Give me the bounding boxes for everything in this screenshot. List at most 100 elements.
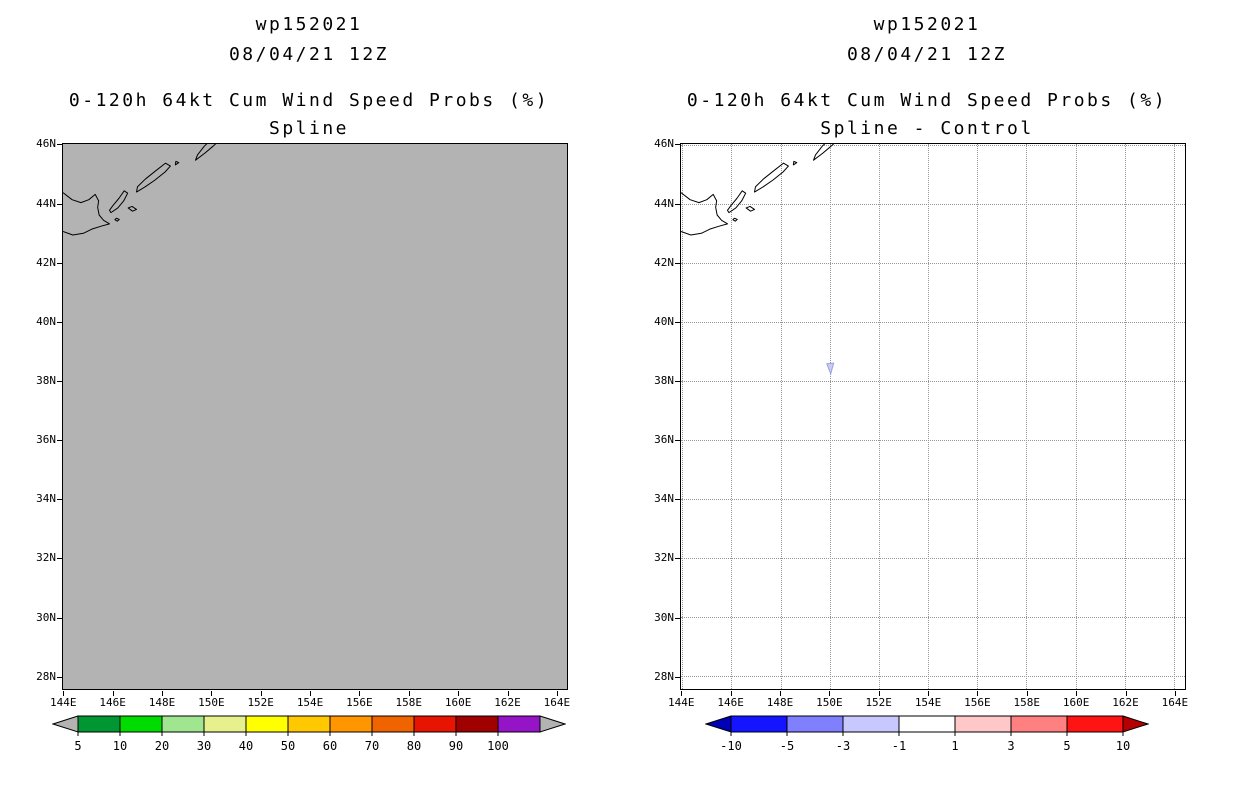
panel-spline: wp152021 08/04/21 12Z 0-120h 64kt Cum Wi…	[36, 14, 570, 762]
colorbar-segment	[287, 715, 331, 733]
lon-tick-label: 156E	[346, 696, 373, 709]
colorbar-probability: 5 10 20 30 40 50 60 70 80 90 100	[51, 714, 567, 762]
lat-tick-label: 38N	[36, 374, 56, 388]
lat-tick-mark	[675, 381, 680, 383]
coastline	[793, 161, 796, 165]
lon-tick-label: 162E	[1112, 696, 1139, 709]
lat-tick-mark	[675, 499, 680, 501]
lon-tick-label: 162E	[494, 696, 521, 709]
colorbar-tick-label: 30	[197, 739, 211, 753]
lat-tick-mark	[57, 203, 62, 205]
lon-tick-label: 148E	[766, 696, 794, 709]
colorbar-segment	[413, 715, 457, 733]
lat-tick-label: 36N	[36, 433, 56, 447]
lon-tick-label: 152E	[247, 696, 274, 709]
gridline-horizontal	[681, 557, 1185, 559]
gridline-vertical	[1124, 144, 1126, 689]
lat-tick-mark	[57, 381, 62, 383]
lon-tick-mark	[359, 691, 361, 696]
colorbar-tick-label: 1	[951, 739, 958, 753]
lon-tick-mark	[112, 691, 114, 696]
coastline-layer	[63, 144, 567, 689]
lat-tick-mark	[675, 144, 680, 146]
probability-map	[62, 143, 568, 690]
product-title: 0-120h 64kt Cum Wind Speed Probs (%)	[686, 90, 1168, 111]
difference-map	[680, 143, 1186, 690]
gridline-horizontal	[681, 675, 1185, 677]
lon-tick-label: 150E	[198, 696, 225, 709]
lat-tick-label: 30N	[36, 610, 56, 624]
colorbar-tick-label: 40	[239, 739, 253, 753]
colorbar-tick-label: 60	[323, 739, 337, 753]
lon-tick-mark	[730, 691, 732, 696]
colorbar-segment	[497, 715, 541, 733]
init-datetime: 08/04/21 12Z	[846, 44, 1008, 65]
storm-id: wp152021	[255, 14, 363, 35]
lat-tick-label: 42N	[654, 255, 674, 269]
lon-tick-mark	[681, 691, 683, 696]
gridline-vertical	[829, 144, 831, 689]
gridline-horizontal	[681, 381, 1185, 383]
map-wrap-spline: 46N 44N 42N 40N 38N 36N 34N 32N 30N 28N 144E 146E 14…	[36, 138, 570, 709]
lat-tick-label: 32N	[36, 551, 56, 565]
colorbar-segment	[329, 715, 373, 733]
lat-tick-mark	[57, 558, 62, 560]
colorbar-segment	[898, 715, 956, 733]
gridline-vertical	[928, 144, 930, 689]
lat-tick-label: 34N	[36, 492, 56, 506]
gridline-horizontal	[681, 322, 1185, 324]
lon-tick-mark	[878, 691, 880, 696]
lon-tick-label: 158E	[395, 696, 423, 709]
lat-tick-label: 30N	[654, 610, 674, 624]
panel-variant-label: Spline	[268, 118, 350, 139]
colorbar-tick-label: 50	[281, 739, 295, 753]
lon-tick-label: 144E	[49, 696, 77, 709]
lon-tick-label: 158E	[1013, 696, 1041, 709]
colorbar-arrow-left	[704, 715, 732, 733]
lon-tick-mark	[507, 691, 509, 696]
lon-tick-label: 144E	[667, 696, 695, 709]
coastline	[115, 218, 119, 221]
lat-tick-label: 32N	[654, 551, 674, 565]
coastline	[137, 163, 171, 192]
colorbar-segment	[119, 715, 163, 733]
colorbar-segment	[954, 715, 1012, 733]
lon-tick-label: 152E	[865, 696, 892, 709]
lon-tick-mark	[829, 691, 831, 696]
storm-id: wp152021	[873, 14, 981, 35]
colorbar-tick-label: -1	[892, 739, 906, 753]
lon-tick-mark	[779, 691, 781, 696]
lon-tick-mark	[458, 691, 460, 696]
lat-tick-mark	[675, 262, 680, 264]
coastline	[814, 144, 839, 160]
lon-tick-mark	[63, 691, 65, 696]
colorbar-difference: -10 -5 -3 -1 1 3 5 10	[704, 714, 1150, 762]
lat-tick-mark	[675, 440, 680, 442]
colorbar-tick-label: 70	[365, 739, 379, 753]
lon-tick-label: 160E	[444, 696, 472, 709]
lat-tick-mark	[675, 321, 680, 323]
colorbar-segment	[455, 715, 499, 733]
colorbar-segment	[842, 715, 900, 733]
coastline-layer	[681, 144, 1185, 689]
lat-tick-mark	[57, 262, 62, 264]
lon-tick-mark	[1125, 691, 1127, 696]
colorbar-segment	[161, 715, 205, 733]
gridline-horizontal	[681, 263, 1185, 265]
lon-tick-mark	[1174, 691, 1176, 696]
colorbar-tick-label: 5	[1063, 739, 1070, 753]
colorbar-segment	[1010, 715, 1068, 733]
gridline-vertical	[1026, 144, 1028, 689]
colorbar-segment	[371, 715, 415, 733]
lon-tick-mark	[310, 691, 312, 696]
gridline-horizontal	[681, 498, 1185, 500]
coastline	[755, 163, 789, 192]
lon-tick-label: 154E	[296, 696, 324, 709]
lat-tick-label: 28N	[36, 669, 56, 683]
difference-anomaly-marker	[827, 363, 834, 374]
lat-tick-mark	[57, 617, 62, 619]
lat-tick-label: 40N	[654, 314, 674, 328]
lon-tick-label: 150E	[816, 696, 843, 709]
lat-tick-mark	[675, 617, 680, 619]
lon-tick-mark	[408, 691, 410, 696]
